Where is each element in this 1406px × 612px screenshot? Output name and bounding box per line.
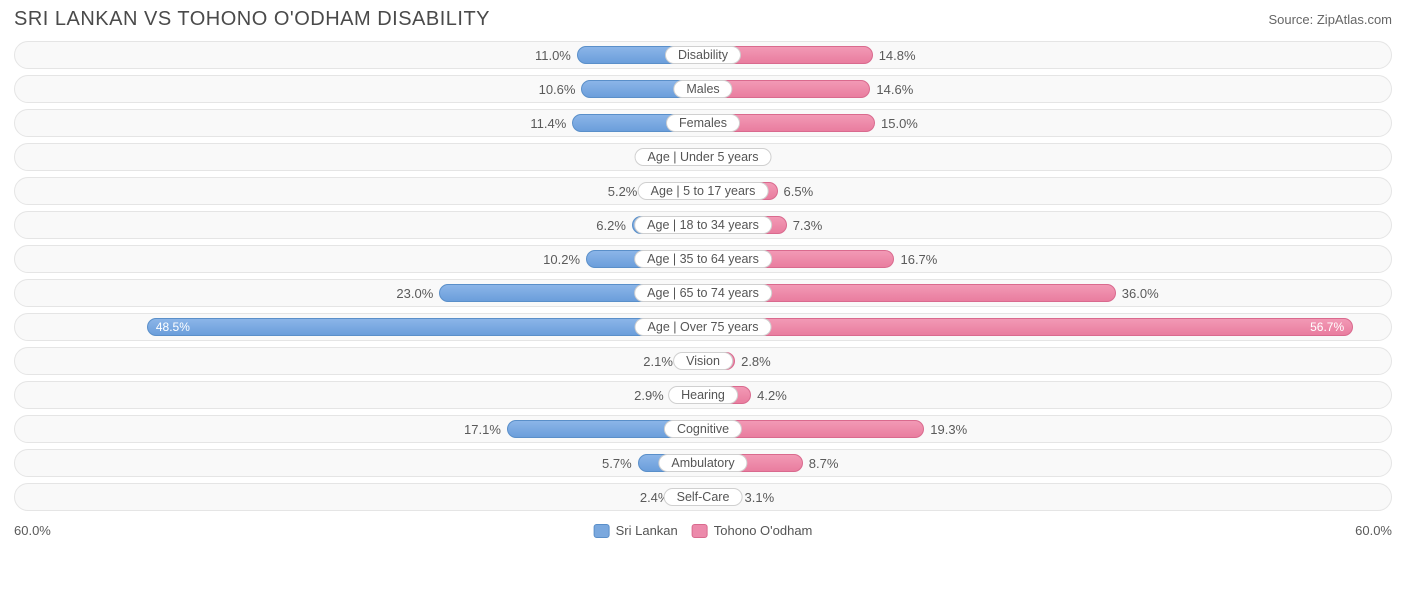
row-left-half: 2.9% <box>15 382 703 408</box>
pct-right: 15.0% <box>881 116 918 131</box>
row-right-half: 7.3% <box>703 212 1391 238</box>
pct-right: 4.2% <box>757 388 787 403</box>
legend-item-tohono: Tohono O'odham <box>692 523 813 538</box>
row-left-half: 23.0% <box>15 280 703 306</box>
legend-label: Sri Lankan <box>616 523 678 538</box>
pct-right: 14.6% <box>876 82 913 97</box>
diverging-bar-chart: 11.0% 14.8% Disability 10.6% 14.6% Males 11.4%… <box>0 35 1406 521</box>
row-right-half: 2.8% <box>703 348 1391 374</box>
row-category-label: Males <box>673 80 732 98</box>
chart-row: 5.7% 8.7% Ambulatory <box>14 449 1392 477</box>
pct-right: 56.7% <box>1310 320 1344 334</box>
legend: Sri Lankan Tohono O'odham <box>594 523 813 538</box>
pct-right: 8.7% <box>809 456 839 471</box>
row-left-half: 11.0% <box>15 42 703 68</box>
pct-left: 2.9% <box>634 388 664 403</box>
chart-row: 2.4% 3.1%Self-Care <box>14 483 1392 511</box>
chart-row: 10.2% 16.7% Age | 35 to 64 years <box>14 245 1392 273</box>
row-left-half: 5.2% <box>15 178 703 204</box>
row-category-label: Ambulatory <box>658 454 747 472</box>
row-category-label: Age | Over 75 years <box>635 318 772 336</box>
row-right-half: 4.2% <box>703 382 1391 408</box>
chart-title: SRI LANKAN VS TOHONO O'ODHAM DISABILITY <box>14 8 490 31</box>
chart-row: 5.2% 6.5% Age | 5 to 17 years <box>14 177 1392 205</box>
row-right-half: 56.7% <box>703 314 1391 340</box>
row-left-half: 10.2% <box>15 246 703 272</box>
pct-left: 11.0% <box>535 48 571 63</box>
pct-left: 2.1% <box>643 354 673 369</box>
row-right-half: 15.0% <box>703 110 1391 136</box>
chart-row: 23.0% 36.0% Age | 65 to 74 years <box>14 279 1392 307</box>
legend-item-sri-lankan: Sri Lankan <box>594 523 678 538</box>
bar-left: 48.5% <box>147 318 703 336</box>
chart-row: 11.4% 15.0% Females <box>14 109 1392 137</box>
pct-right: 7.3% <box>793 218 823 233</box>
row-right-half: 2.2% <box>703 144 1391 170</box>
pct-left: 10.2% <box>543 252 580 267</box>
pct-left: 23.0% <box>396 286 433 301</box>
row-left-half: 1.1% <box>15 144 703 170</box>
pct-right: 2.8% <box>741 354 771 369</box>
row-right-half: 36.0% <box>703 280 1391 306</box>
row-category-label: Vision <box>673 352 733 370</box>
legend-label: Tohono O'odham <box>714 523 813 538</box>
chart-header: SRI LANKAN VS TOHONO O'ODHAM DISABILITY … <box>0 0 1406 35</box>
bar-right: 56.7% <box>703 318 1353 336</box>
row-category-label: Age | 5 to 17 years <box>638 182 769 200</box>
row-left-half: 11.4% <box>15 110 703 136</box>
row-right-half: 19.3% <box>703 416 1391 442</box>
row-right-half: 14.8% <box>703 42 1391 68</box>
row-category-label: Females <box>666 114 740 132</box>
row-left-half: 5.7% <box>15 450 703 476</box>
axis-max-left: 60.0% <box>14 523 51 538</box>
pct-right: 36.0% <box>1122 286 1159 301</box>
swatch-blue <box>594 524 610 538</box>
chart-row: 2.1% 2.8% Vision <box>14 347 1392 375</box>
chart-footer: 60.0% Sri Lankan Tohono O'odham 60.0% <box>0 521 1406 546</box>
row-left-half: 6.2% <box>15 212 703 238</box>
pct-left: 5.7% <box>602 456 632 471</box>
row-right-half: 6.5% <box>703 178 1391 204</box>
row-category-label: Age | 65 to 74 years <box>634 284 772 302</box>
pct-right: 19.3% <box>930 422 967 437</box>
pct-left: 10.6% <box>539 82 576 97</box>
pct-left: 11.4% <box>530 116 566 131</box>
row-right-half: 3.1% <box>703 484 1391 510</box>
chart-source: Source: ZipAtlas.com <box>1268 12 1392 27</box>
row-right-half: 14.6% <box>703 76 1391 102</box>
pct-right: 16.7% <box>900 252 937 267</box>
row-category-label: Age | 35 to 64 years <box>634 250 772 268</box>
row-right-half: 8.7% <box>703 450 1391 476</box>
chart-row: 6.2% 7.3% Age | 18 to 34 years <box>14 211 1392 239</box>
pct-left: 6.2% <box>596 218 626 233</box>
axis-max-right: 60.0% <box>1355 523 1392 538</box>
row-category-label: Disability <box>665 46 741 64</box>
row-left-half: 17.1% <box>15 416 703 442</box>
row-category-label: Hearing <box>668 386 738 404</box>
chart-row: 10.6% 14.6% Males <box>14 75 1392 103</box>
pct-left: 5.2% <box>608 184 638 199</box>
row-category-label: Cognitive <box>664 420 742 438</box>
pct-right: 6.5% <box>784 184 814 199</box>
pct-left: 17.1% <box>464 422 501 437</box>
row-category-label: Age | 18 to 34 years <box>634 216 772 234</box>
row-left-half: 2.1% <box>15 348 703 374</box>
row-category-label: Age | Under 5 years <box>635 148 772 166</box>
chart-row: 1.1%2.2%Age | Under 5 years <box>14 143 1392 171</box>
chart-row: 11.0% 14.8% Disability <box>14 41 1392 69</box>
row-left-half: 10.6% <box>15 76 703 102</box>
pct-left: 48.5% <box>156 320 190 334</box>
row-left-half: 48.5% <box>15 314 703 340</box>
swatch-pink <box>692 524 708 538</box>
row-category-label: Self-Care <box>664 488 743 506</box>
pct-right: 3.1% <box>745 490 775 505</box>
chart-row: 17.1% 19.3% Cognitive <box>14 415 1392 443</box>
chart-row: 48.5% 56.7% Age | Over 75 years <box>14 313 1392 341</box>
pct-right: 14.8% <box>879 48 916 63</box>
row-right-half: 16.7% <box>703 246 1391 272</box>
row-left-half: 2.4% <box>15 484 703 510</box>
chart-row: 2.9% 4.2% Hearing <box>14 381 1392 409</box>
